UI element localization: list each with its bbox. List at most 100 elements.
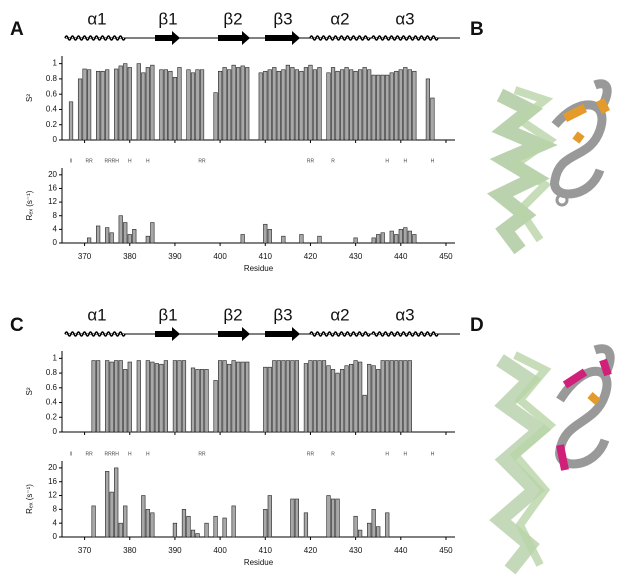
bar (380, 232, 385, 244)
residue-marker: RRRH (104, 158, 119, 164)
x-tick-label: 400 (213, 546, 227, 555)
bar (132, 229, 137, 244)
bar (114, 467, 119, 538)
bar (68, 101, 74, 141)
bar (218, 70, 223, 141)
bar (105, 471, 110, 538)
ss-label: β2 (223, 305, 242, 324)
bar (367, 522, 372, 538)
residue-marker: H (146, 158, 150, 164)
ss-label: β3 (273, 9, 292, 28)
bar (145, 360, 150, 433)
y-tick-label: 0 (53, 135, 58, 144)
y-tick-label: 0 (53, 238, 58, 247)
ss-label: β2 (223, 9, 242, 28)
residue-marker: II (70, 451, 73, 457)
y-tick-label: 16 (48, 184, 57, 193)
bar (195, 369, 200, 433)
bar (308, 360, 313, 433)
y-axis-label: S² (25, 387, 34, 395)
bar (136, 360, 141, 433)
bar (240, 234, 245, 244)
bar (109, 491, 114, 538)
bar (177, 360, 182, 433)
bar (303, 512, 309, 538)
bar (177, 67, 182, 141)
bar (339, 369, 345, 433)
bar (326, 72, 331, 141)
residue-marker: H (403, 158, 407, 164)
residue-marker: RRRH (104, 451, 119, 457)
bar (353, 70, 358, 141)
bar (425, 78, 430, 141)
bar (380, 74, 385, 141)
bar (407, 230, 412, 244)
bar (186, 515, 191, 538)
bar (181, 509, 187, 538)
bar (394, 360, 399, 433)
bar (371, 365, 376, 433)
bar (127, 67, 132, 141)
bar (82, 68, 87, 141)
x-tick-label: 450 (439, 252, 453, 261)
bar (353, 360, 358, 433)
bar (263, 509, 268, 538)
bar (353, 237, 358, 244)
bar (91, 505, 96, 538)
ss-label: α2 (330, 305, 349, 324)
bar (150, 361, 155, 433)
bar (141, 72, 146, 141)
bar (213, 515, 218, 538)
x-tick-label: 370 (78, 252, 92, 261)
bar (312, 69, 318, 141)
bar (240, 361, 245, 433)
bar (281, 360, 286, 433)
bar (321, 360, 327, 433)
bar (349, 363, 354, 433)
bar (263, 70, 268, 141)
ss-label: β1 (158, 305, 177, 324)
panel-label: A (10, 19, 24, 40)
bar (186, 69, 191, 141)
bar (227, 69, 232, 141)
bar (267, 495, 272, 538)
bar (362, 67, 367, 141)
panel-label: D (470, 315, 484, 336)
ss-label: β3 (273, 305, 292, 324)
y-tick-label: 1 (53, 353, 58, 362)
x-tick-label: 390 (168, 546, 182, 555)
bar (376, 74, 381, 141)
bar (312, 360, 318, 433)
bar (281, 235, 286, 244)
y-tick-label: 0.8 (46, 368, 58, 377)
bar (105, 360, 110, 433)
y-tick-label: 0.4 (46, 105, 58, 114)
bar (118, 360, 123, 433)
bar (123, 505, 128, 538)
helix (64, 331, 126, 337)
residue-marker: H (128, 451, 132, 457)
bar (299, 70, 304, 141)
bar (385, 360, 390, 433)
bar (281, 69, 286, 141)
bar (87, 69, 92, 141)
y-tick-label: 8 (53, 504, 58, 513)
residue-marker: RR (307, 451, 315, 457)
bar (222, 67, 227, 141)
bar (371, 74, 376, 141)
y-tick-label: 20 (48, 170, 57, 179)
bar (263, 366, 268, 433)
bar (114, 360, 119, 433)
bar (371, 509, 376, 538)
bar (358, 69, 363, 141)
bar (317, 67, 322, 141)
bar (199, 369, 205, 433)
bar (231, 64, 236, 141)
bar (96, 360, 101, 433)
x-tick-label: 370 (78, 546, 92, 555)
y-tick-label: 0 (53, 427, 58, 436)
bar (245, 67, 250, 141)
ss-label: α3 (395, 305, 414, 324)
residue-marker: RR (198, 451, 206, 457)
